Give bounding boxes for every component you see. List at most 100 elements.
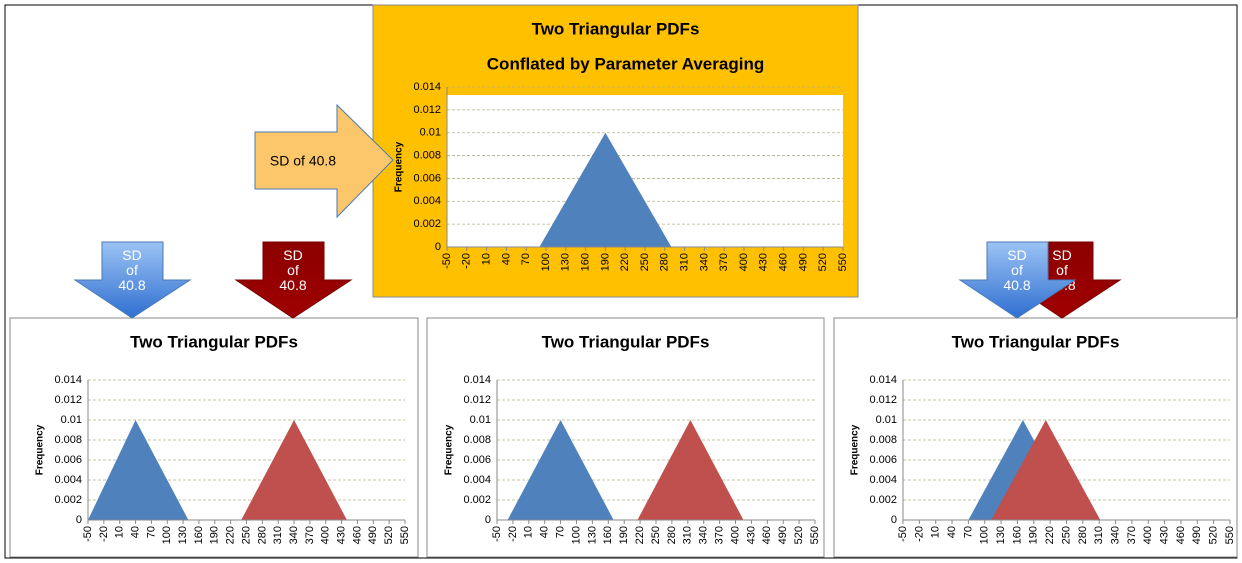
x-tick-label: 40: [539, 526, 551, 538]
chart-title: Two Triangular PDFs: [542, 332, 710, 351]
x-tick-label: 160: [602, 526, 614, 544]
x-tick-label: 400: [738, 253, 750, 271]
chart-title: Two Triangular PDFs: [130, 332, 298, 351]
x-tick-label: 40: [500, 253, 512, 265]
x-tick-label: 160: [193, 526, 205, 544]
x-tick-label: 250: [240, 526, 252, 544]
y-tick-label: 0.014: [463, 374, 491, 386]
x-tick-label: 70: [555, 526, 567, 538]
x-tick-label: -50: [491, 526, 503, 542]
x-tick-label: 490: [367, 526, 379, 544]
y-tick-label: 0.002: [869, 494, 897, 506]
y-tick-label: 0.004: [869, 474, 897, 486]
y-tick-label: 0.012: [463, 394, 491, 406]
x-tick-label: 310: [682, 526, 694, 544]
x-tick-label: 490: [1191, 526, 1203, 544]
x-tick-label: 70: [145, 526, 157, 538]
x-tick-label: 430: [336, 526, 348, 544]
x-tick-label: 220: [619, 253, 631, 271]
arrow-label: SD of 40.8: [270, 153, 336, 169]
x-tick-label: 280: [666, 526, 678, 544]
y-tick-label: 0.008: [463, 434, 491, 446]
x-tick-label: 370: [718, 253, 730, 271]
arrow-shape: [958, 241, 1077, 319]
y-tick-label: 0.002: [463, 494, 491, 506]
x-tick-label: 310: [679, 253, 691, 271]
y-tick-label: 0.014: [413, 81, 441, 93]
x-tick-label: 550: [837, 253, 849, 271]
x-tick-label: 70: [520, 253, 532, 265]
x-tick-label: 490: [797, 253, 809, 271]
y-axis-label: Frequency: [35, 424, 46, 475]
y-tick-label: 0.012: [54, 394, 82, 406]
x-tick-label: 520: [383, 526, 395, 544]
x-tick-label: 340: [1109, 526, 1121, 544]
x-tick-label: 460: [351, 526, 363, 544]
y-axis-label: Frequency: [444, 424, 455, 475]
y-tick-label: 0: [435, 241, 441, 253]
x-tick-label: 70: [962, 526, 974, 538]
x-tick-label: 340: [288, 526, 300, 544]
x-tick-label: -20: [913, 526, 925, 542]
arrow: SD of 40.8: [254, 103, 394, 219]
x-tick-label: -20: [461, 253, 473, 269]
y-tick-label: 0: [76, 514, 82, 526]
area: [991, 420, 1101, 520]
x-tick-label: 430: [758, 253, 770, 271]
area: [539, 132, 672, 247]
x-tick-label: 430: [745, 526, 757, 544]
arrow-shape: [234, 241, 353, 319]
x-tick-label: 280: [256, 526, 268, 544]
x-tick-label: 550: [1224, 526, 1236, 544]
chart-title: Two Triangular PDFs: [532, 19, 700, 38]
x-tick-label: 100: [570, 526, 582, 544]
x-tick-label: 520: [817, 253, 829, 271]
y-tick-label: 0.014: [54, 374, 82, 386]
y-tick-label: 0.002: [54, 494, 82, 506]
x-tick-label: 190: [209, 526, 221, 544]
x-tick-label: 220: [1044, 526, 1056, 544]
x-tick-label: 100: [161, 526, 173, 544]
x-tick-label: 220: [634, 526, 646, 544]
y-tick-label: 0.012: [869, 394, 897, 406]
y-tick-label: 0.002: [413, 218, 441, 230]
x-tick-label: 550: [399, 526, 411, 544]
area: [241, 420, 347, 520]
x-tick-label: -20: [98, 526, 110, 542]
x-tick-label: 250: [639, 253, 651, 271]
y-tick-label: 0.008: [54, 434, 82, 446]
y-tick-label: 0: [485, 514, 491, 526]
y-tick-label: 0.01: [61, 414, 82, 426]
y-tick-label: 0: [891, 514, 897, 526]
area: [88, 420, 189, 520]
x-tick-label: 100: [540, 253, 552, 271]
x-tick-label: 130: [177, 526, 189, 544]
x-tick-label: 130: [586, 526, 598, 544]
y-tick-label: 0.004: [413, 195, 441, 207]
x-tick-label: 400: [320, 526, 332, 544]
y-axis-label: Frequency: [850, 424, 861, 475]
x-tick-label: 10: [930, 526, 942, 538]
x-tick-label: -50: [897, 526, 909, 542]
x-tick-label: -50: [82, 526, 94, 542]
x-tick-label: 190: [599, 253, 611, 271]
x-tick-label: 220: [225, 526, 237, 544]
x-tick-label: 40: [129, 526, 141, 538]
y-tick-label: 0.012: [413, 104, 441, 116]
x-tick-label: -50: [441, 253, 453, 269]
y-tick-label: 0.01: [420, 127, 441, 139]
x-tick-label: 520: [793, 526, 805, 544]
x-tick-label: 130: [995, 526, 1007, 544]
y-tick-label: 0.014: [869, 374, 897, 386]
area: [637, 420, 744, 520]
x-tick-label: 280: [659, 253, 671, 271]
x-tick-label: 460: [778, 253, 790, 271]
x-tick-label: 190: [618, 526, 630, 544]
x-tick-label: 370: [714, 526, 726, 544]
x-tick-label: 340: [698, 526, 710, 544]
y-tick-label: 0.006: [463, 454, 491, 466]
